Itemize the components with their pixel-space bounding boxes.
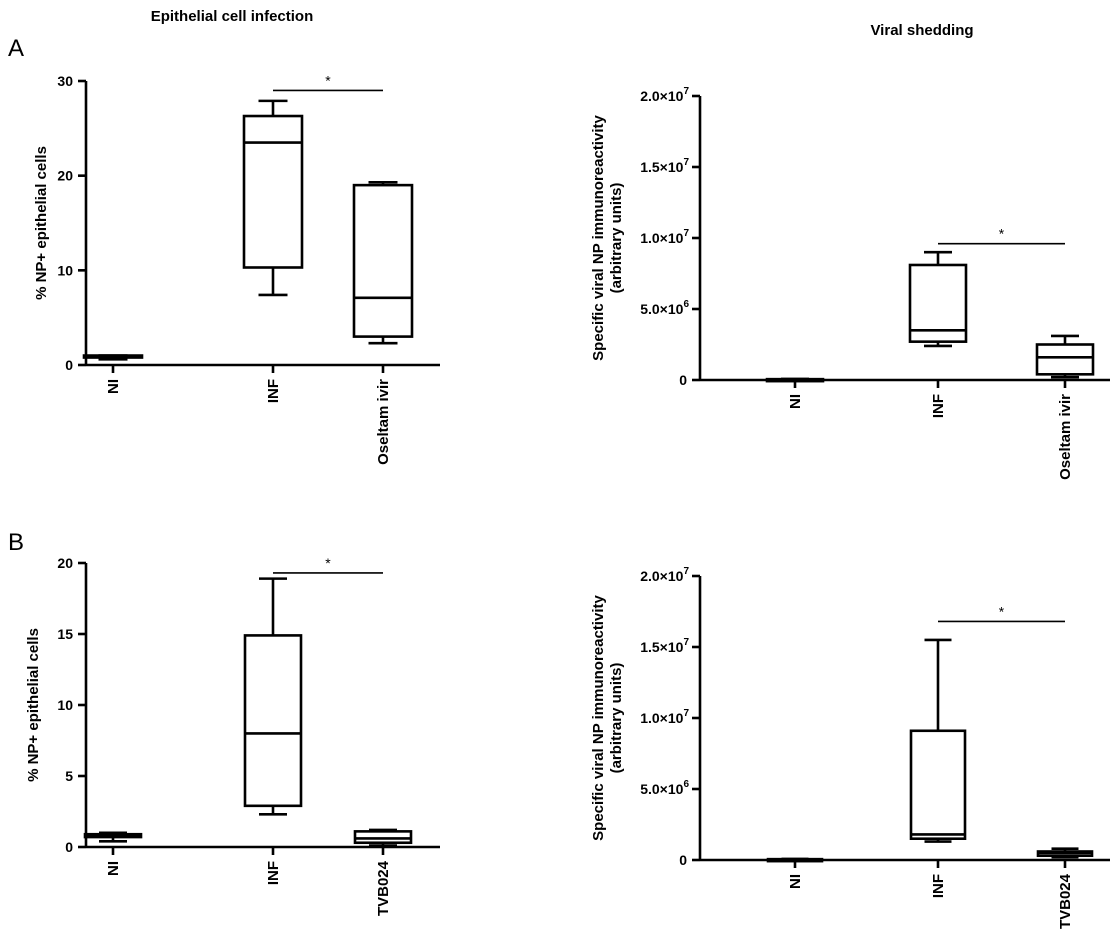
y-tick-label: 1.0×107 [640, 708, 689, 726]
significance-star: * [325, 555, 331, 571]
category-label: TVB024 [1057, 873, 1074, 929]
y-tick-label: 15 [57, 626, 73, 642]
box-tvb024 [1036, 847, 1094, 859]
box-inf [242, 99, 304, 297]
y-tick-label: 0 [679, 372, 687, 388]
category-label: TVB024 [375, 860, 392, 916]
category-label: NI [105, 379, 122, 394]
category-label: Oseltam ivir [375, 379, 392, 465]
y-tick-label: 10 [57, 262, 73, 278]
category-label: NI [787, 874, 804, 889]
y-tick-label: 5 [65, 768, 73, 784]
y-tick-label: 0 [679, 852, 687, 868]
box-tvb024 [353, 828, 413, 847]
y-tick-label: 5.0×106 [640, 779, 689, 797]
box-ni [83, 831, 143, 843]
iqr-box [353, 830, 413, 845]
box-ni [766, 857, 824, 863]
iqr-box [352, 183, 414, 338]
column-title-shedding: Viral shedding [870, 22, 973, 39]
panel-letter-a: A [8, 35, 24, 62]
y-tick-label: 5.0×106 [640, 299, 689, 317]
y-axis-label: Specific viral NP immunoreactivity(arbit… [590, 115, 625, 361]
box-inf [909, 638, 967, 843]
box-inf [908, 250, 968, 348]
y-axis-label: Specific viral NP immunoreactivity(arbit… [590, 595, 625, 841]
iqr-box [243, 634, 303, 808]
category-label: NI [787, 394, 804, 409]
box-oseltam-ivir [352, 180, 414, 345]
y-tick-label: 2.0×107 [640, 86, 689, 104]
category-label: INF [265, 861, 282, 885]
y-axis-label: % NP+ epithelial cells [25, 628, 42, 782]
box-ni [82, 354, 144, 361]
y-tick-label: 0 [65, 357, 73, 373]
y-tick-label: 1.0×107 [640, 228, 689, 246]
iqr-box [242, 114, 304, 269]
y-tick-label: 20 [57, 555, 73, 571]
y-tick-label: 0 [65, 839, 73, 855]
category-label: INF [265, 379, 282, 403]
chart-a-epithelial: 0 10 20 30 NI INF Oseltam ivir * % NP+ epithelia… [33, 72, 440, 465]
category-label: Oseltam ivir [1057, 394, 1074, 480]
iqr-box [1035, 343, 1095, 376]
chart-b-epithelial: 0 5 10 15 20 NI INF TVB024 * % NP+ epithelial cel… [25, 555, 440, 916]
category-label: INF [930, 874, 947, 898]
y-tick-label: 2.0×107 [640, 566, 689, 584]
column-title-epithelial: Epithelial cell infection [151, 8, 314, 25]
iqr-box [909, 729, 967, 841]
y-tick-label: 20 [57, 168, 73, 184]
box-oseltam-ivir [1035, 334, 1095, 379]
panel-letter-b: B [8, 529, 24, 556]
y-tick-label: 10 [57, 697, 73, 713]
iqr-box [908, 263, 968, 343]
box-inf [243, 577, 303, 816]
chart-b-shedding: 0 5.0×106 1.0×107 1.5×107 2.0×107 NI INF TVB024… [590, 566, 1110, 929]
category-label: NI [105, 861, 122, 876]
box-ni [765, 377, 825, 383]
y-axis-label: % NP+ epithelial cells [33, 146, 50, 300]
y-tick-label: 30 [57, 73, 73, 89]
significance-star: * [999, 603, 1005, 619]
y-tick-label: 1.5×107 [640, 157, 689, 175]
y-tick-label: 1.5×107 [640, 637, 689, 655]
category-label: INF [930, 394, 947, 418]
chart-a-shedding: 0 5.0×106 1.0×107 1.5×107 2.0×107 NI INF Oselta… [590, 86, 1110, 480]
significance-star: * [999, 226, 1005, 242]
significance-star: * [325, 72, 331, 88]
